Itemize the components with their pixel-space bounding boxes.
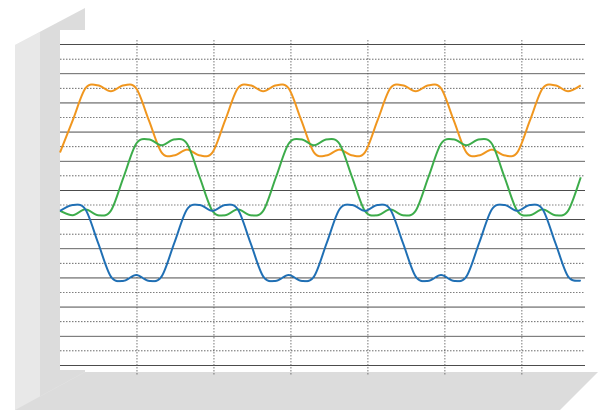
series-line bbox=[59, 83, 582, 158]
series-line bbox=[59, 203, 582, 283]
series-line bbox=[59, 137, 582, 217]
wall-edge bbox=[15, 32, 40, 410]
plot-area bbox=[60, 30, 585, 370]
floor bbox=[15, 372, 598, 410]
